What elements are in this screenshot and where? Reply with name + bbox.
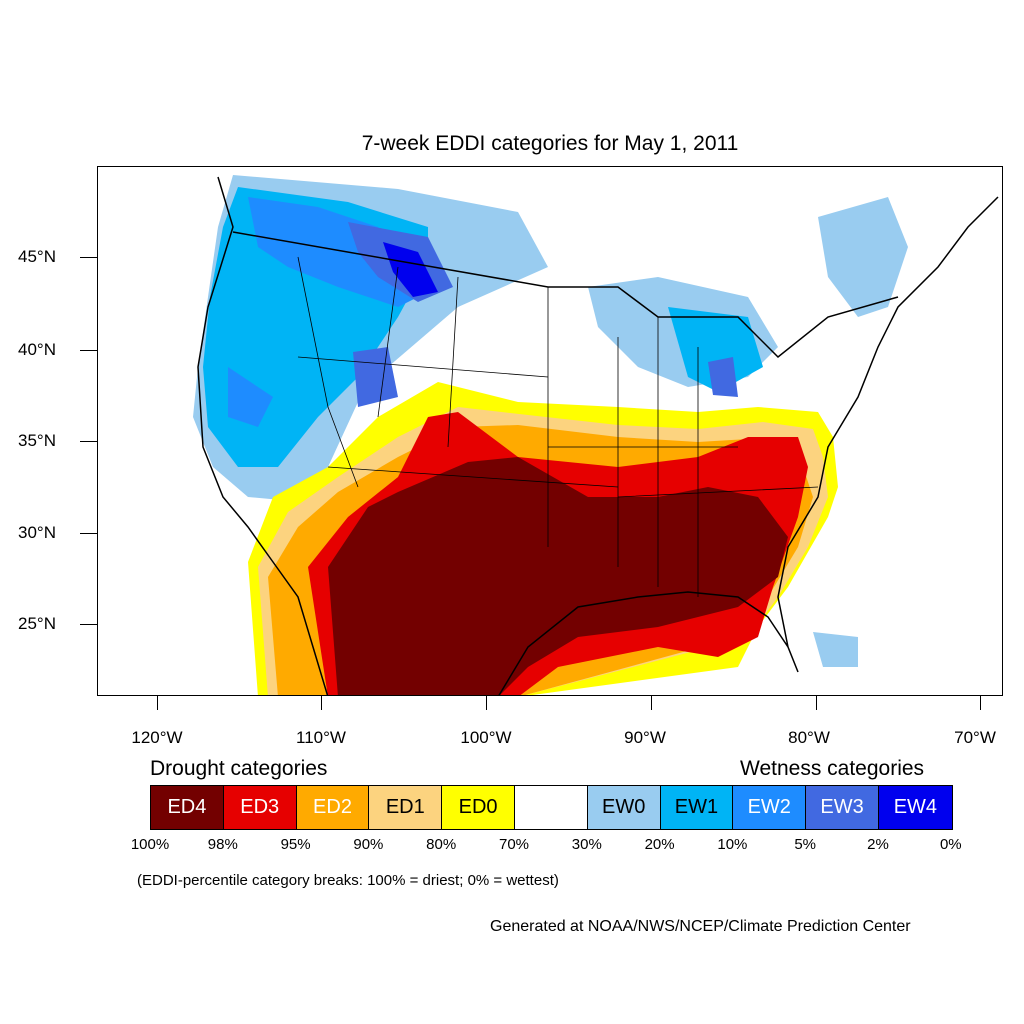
legend-break-label: 0% [939,836,962,853]
legend-break-label: 70% [498,836,530,853]
category-note: (EDDI-percentile category breaks: 100% =… [137,872,559,889]
legend-break-label: 2% [867,836,889,853]
map-title: 7-week EDDI categories for May 1, 2011 [361,132,739,155]
legend-swatch-ew3: EW3 [806,786,879,829]
legend-break-label: 30% [571,836,602,853]
canada-border [232,231,899,359]
ew1-region-lower-michigan [668,307,763,392]
lon-tick-70 [980,696,981,710]
legend-break-label: 5% [794,836,817,853]
legend-break-label: 95% [280,836,311,853]
legend-break-label: 100% [130,836,170,853]
lat-tick-30 [80,533,97,534]
legend-swatch-ew0: EW0 [587,786,661,829]
lat-tick-40 [80,350,97,351]
legend-swatch-ew1: EW1 [660,786,734,829]
lat-tick-25 [80,624,97,625]
lat-label-35: 35°N [18,431,56,450]
legend-break-label: 10% [717,836,748,853]
lat-label-25: 25°N [18,614,56,633]
lon-label-70: 70°W [954,728,996,747]
legend-break-label: 90% [353,836,384,853]
legend-break-label: 98% [207,836,238,853]
legend-break-label: 80% [426,836,457,853]
legend-swatch-ed4: ED4 [151,786,224,829]
legend-swatch-ew4: EW4 [878,786,952,829]
lat-tick-35 [80,441,97,442]
lon-label-120: 120°W [131,728,183,747]
eddi-map [97,166,1003,696]
legend-break-label: 20% [644,836,675,853]
lat-label-30: 30°N [18,523,56,542]
lon-tick-90 [651,696,652,710]
lat-label-40: 40°N [18,340,56,359]
ew0-region-florida-keys [813,632,858,667]
lon-label-80: 80°W [788,728,830,747]
legend-swatch-ed1: ED1 [369,786,443,829]
lon-label-110: 110°W [296,728,346,747]
legend-colorbar: ED4 ED3 ED2 ED1 ED0 EW0 EW1 EW2 EW3 EW4 [150,785,953,830]
state-lines [297,256,819,597]
lon-tick-110 [321,696,322,710]
legend-swatch-ed0: ED0 [442,786,515,829]
ew4-region-montana [383,242,438,297]
legend-swatch-ed3: ED3 [223,786,297,829]
lon-tick-80 [816,696,817,710]
coastline [197,176,999,695]
eddi-map-canvas [193,175,999,695]
ew0-region-northeast [818,197,908,317]
legend-swatch-ed2: ED2 [296,786,370,829]
lon-tick-120 [157,696,158,710]
lon-tick-100 [486,696,487,710]
lon-label-90: 90°W [624,728,666,747]
lat-label-45: 45°N [18,247,56,266]
ed4-region [328,457,788,695]
legend-swatch-normal [514,786,588,829]
credit-line: Generated at NOAA/NWS/NCEP/Climate Predi… [490,918,911,935]
ew2-region-oregon [228,367,273,427]
wetness-heading: Wetness categories [740,757,925,780]
lon-label-100: 100°W [460,728,512,747]
ew3-region-lower-michigan [708,357,738,397]
drought-heading: Drought categories [150,757,328,780]
legend-swatch-ew2: EW2 [733,786,807,829]
lat-tick-45 [80,257,97,258]
